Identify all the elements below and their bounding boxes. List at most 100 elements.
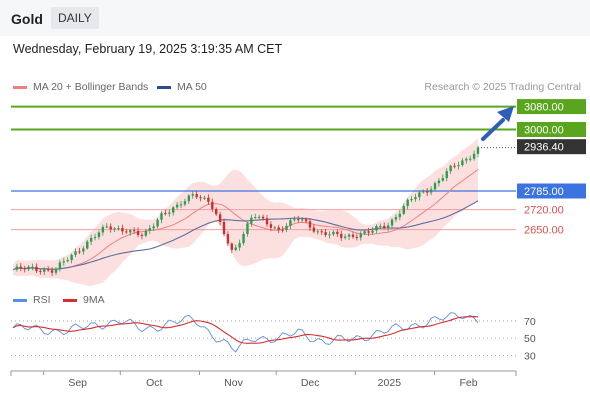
candle-body [121, 228, 124, 232]
level-label-0: 3080.00 [524, 102, 564, 114]
candle-body [437, 180, 441, 184]
candle-body [74, 251, 77, 255]
level-label-4: 2720.00 [524, 205, 564, 217]
candle-body [402, 205, 405, 214]
ma50-swatch [157, 85, 171, 89]
candle-body [195, 194, 198, 198]
candle-body [109, 226, 112, 230]
candle-body [465, 158, 468, 161]
candle-body [472, 153, 476, 159]
ma50-line [12, 200, 479, 271]
candle-body [246, 223, 249, 235]
candle-body [234, 247, 237, 250]
candles [15, 145, 480, 277]
rsi-swatch [13, 298, 27, 302]
candle-body [445, 171, 448, 179]
candle-body [23, 268, 26, 270]
rsi-level-label-0: 70 [524, 316, 536, 328]
target-arrow-shaft [481, 118, 505, 141]
candle-body [418, 192, 421, 198]
candle-body [31, 266, 34, 268]
candle-body [211, 201, 214, 209]
candle-body [19, 266, 23, 269]
candle-body [422, 191, 425, 193]
candle-body [175, 204, 179, 208]
candle-body [164, 213, 167, 215]
legend-ma20: MA 20 + Bollinger Bands [13, 81, 148, 93]
candle-body [261, 216, 265, 219]
candle-body [125, 231, 128, 233]
candle-body [332, 231, 335, 235]
candle-body [324, 232, 327, 236]
level-tag-2 [517, 139, 586, 155]
candle-body [218, 214, 222, 223]
x-tick-label-4: 2025 [378, 377, 402, 389]
timeframe-button[interactable]: DAILY [51, 7, 99, 29]
candle-body [457, 165, 460, 167]
candle-body [78, 251, 81, 253]
candle-body [285, 225, 288, 230]
candle-body [214, 208, 218, 215]
x-tick-label-2: Nov [224, 377, 243, 389]
candle-body [187, 195, 191, 202]
candle-body [289, 220, 292, 226]
candle-body [343, 236, 347, 238]
rsi-line [12, 312, 479, 353]
candle-body [312, 227, 316, 232]
candle-body [242, 234, 245, 244]
candle-body [320, 231, 323, 233]
candle-body [429, 189, 433, 193]
candle-body [101, 226, 105, 233]
candle-body [105, 226, 108, 228]
candle-body [308, 221, 312, 228]
x-tick-label-1: Oct [146, 377, 162, 389]
candle-body [336, 231, 339, 234]
candle-body [390, 219, 394, 226]
candle-body [70, 254, 73, 261]
candle-body [476, 147, 480, 154]
candle-body [15, 266, 19, 270]
candle-body [433, 183, 437, 190]
candle-body [426, 191, 429, 193]
candle-body [66, 260, 69, 262]
candle-body [461, 160, 464, 166]
candle-body [35, 266, 38, 271]
credit-text: Research © 2025 Trading Central [424, 81, 581, 93]
legend-rsi-ma: 9MA [63, 294, 105, 306]
candle-body [359, 233, 362, 238]
candle-body [281, 229, 284, 231]
candle-body [152, 226, 155, 229]
candle-body [183, 201, 187, 205]
legend-ma50-label: MA 50 [177, 81, 207, 93]
x-tick-label-5: Feb [460, 377, 478, 389]
candle-body [386, 225, 390, 228]
candle-body [257, 216, 261, 218]
candle-body [398, 213, 402, 218]
candle-body [468, 158, 472, 160]
candle-body [50, 270, 54, 273]
level-tag-1 [517, 121, 586, 137]
candle-body [328, 234, 331, 236]
candle-body [340, 233, 343, 238]
candle-body [254, 217, 257, 219]
candle-body [117, 228, 120, 230]
candle-body [191, 194, 194, 196]
rsi-level-label-2: 30 [524, 350, 536, 362]
candle-body [367, 231, 370, 233]
candle-body [250, 217, 253, 224]
candle-body [179, 204, 183, 206]
ma20-swatch [13, 85, 27, 89]
candle-body [43, 269, 46, 272]
candle-body [449, 165, 452, 172]
candle-body [304, 219, 308, 222]
candle-body [277, 227, 280, 230]
candle-body [297, 219, 300, 221]
level-label-5: 2650.00 [524, 225, 564, 237]
candle-body [383, 225, 386, 228]
candle-body [406, 199, 409, 206]
candle-body [39, 270, 42, 272]
candle-body [371, 230, 374, 233]
candle-body [293, 219, 296, 221]
candle-body [199, 197, 202, 199]
